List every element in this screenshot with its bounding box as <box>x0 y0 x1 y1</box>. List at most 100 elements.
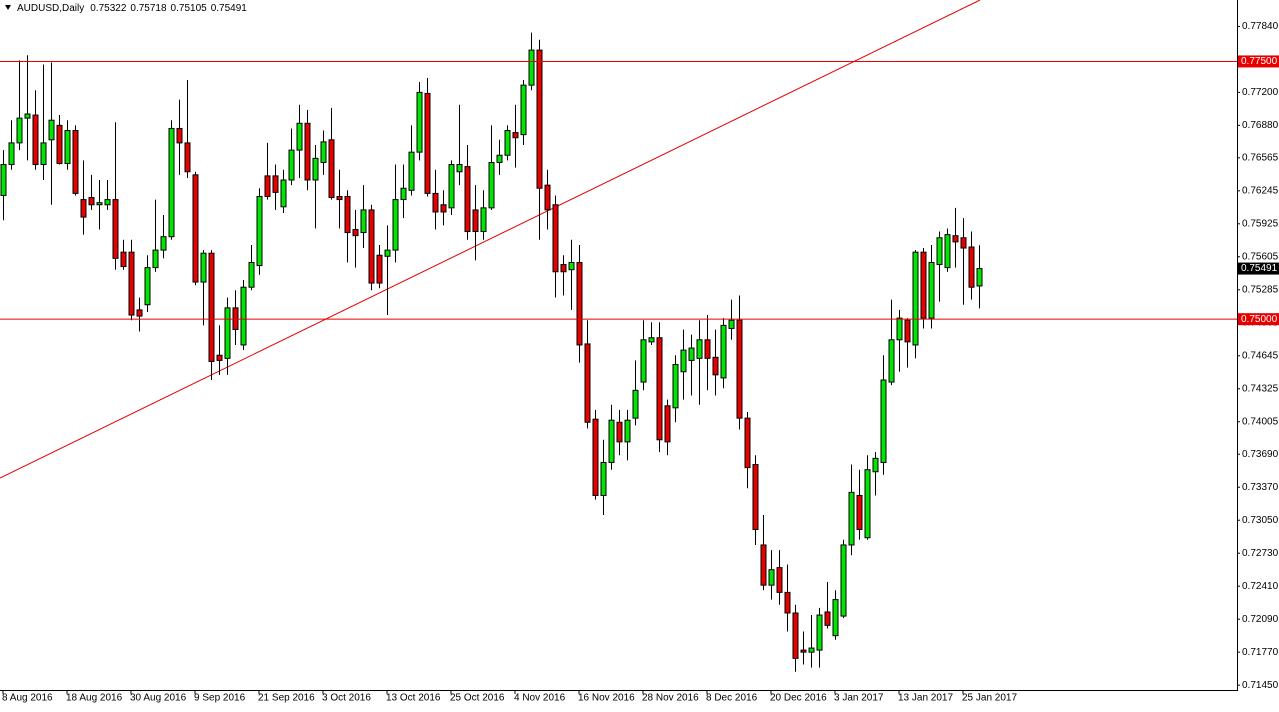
candle-body <box>176 127 183 144</box>
candle-body <box>776 567 783 593</box>
candle-body <box>824 611 831 626</box>
candle-body <box>464 166 471 233</box>
candle-body <box>592 418 599 496</box>
candle-body <box>400 187 407 201</box>
candle-body <box>24 113 31 119</box>
x-tick-label: 30 Aug 2016 <box>130 693 187 704</box>
candle-body <box>272 175 279 193</box>
candle-body <box>384 249 391 257</box>
candle-body <box>304 122 311 181</box>
hline-label: 0.77500 <box>1241 56 1278 67</box>
x-tick-label: 3 Oct 2016 <box>322 693 371 704</box>
candle-body <box>512 132 519 139</box>
candle-body <box>136 309 143 317</box>
candle-body <box>40 142 47 166</box>
candle-body <box>632 389 639 419</box>
candle-body <box>504 130 511 156</box>
candle-body <box>960 237 967 249</box>
candle-body <box>536 49 543 189</box>
x-tick-label: 8 Aug 2016 <box>2 693 53 704</box>
candle-body <box>16 117 23 144</box>
candle-body <box>872 457 879 473</box>
candle-body <box>56 124 63 165</box>
candle-body <box>120 251 127 268</box>
candle-body <box>152 249 159 269</box>
candle-body <box>544 184 551 211</box>
candle-body <box>392 199 399 251</box>
candle-body <box>320 141 327 163</box>
header-high: 0.75718 <box>130 3 167 14</box>
candle-body <box>936 237 943 266</box>
candle-body <box>496 154 503 163</box>
candle-body <box>96 202 103 206</box>
y-tick-label: 0.75285 <box>1242 284 1279 295</box>
candle-body <box>720 324 727 379</box>
candle-body <box>312 157 319 181</box>
candle-body <box>208 252 215 362</box>
candle-body <box>680 349 687 373</box>
candle-body <box>32 114 39 166</box>
candle-body <box>528 49 535 86</box>
candle-body <box>168 127 175 238</box>
candle-body <box>584 343 591 423</box>
candle-body <box>280 179 287 208</box>
candle-body <box>456 164 463 173</box>
chart-header: AUDUSD,Daily 0.75322 0.75718 0.75105 0.75491 <box>17 3 247 14</box>
y-tick-label: 0.77200 <box>1242 87 1279 98</box>
candle-body <box>408 151 415 191</box>
candle-body <box>800 649 807 653</box>
y-tick-label: 0.76565 <box>1242 152 1279 163</box>
candle-body <box>768 569 775 586</box>
candle-body <box>448 164 455 209</box>
x-tick-label: 21 Sep 2016 <box>258 693 315 704</box>
candle-body <box>8 142 15 166</box>
candle-body <box>80 199 87 218</box>
candle-body <box>192 174 199 283</box>
candle-body <box>968 246 975 288</box>
candle-body <box>424 92 431 194</box>
candle-body <box>568 261 575 271</box>
candle-body <box>752 464 759 530</box>
hline-label-box <box>1238 313 1279 326</box>
x-tick-label: 13 Jan 2017 <box>898 693 953 704</box>
candle-body <box>808 647 815 653</box>
header-close: 0.75491 <box>211 3 248 14</box>
candle-body <box>520 84 527 136</box>
x-tick-label: 18 Aug 2016 <box>66 693 123 704</box>
x-tick-label: 8 Dec 2016 <box>706 693 758 704</box>
candle-body <box>576 261 583 346</box>
candle-body <box>144 267 151 306</box>
trend-line <box>0 0 981 479</box>
x-tick-label: 16 Nov 2016 <box>578 693 635 704</box>
candle-body <box>912 251 919 346</box>
candle-body <box>728 319 735 329</box>
y-tick-label: 0.75925 <box>1242 218 1279 229</box>
candle-body <box>904 319 911 343</box>
hline-label: 0.75000 <box>1241 314 1278 325</box>
candle-body <box>328 139 335 199</box>
candle-body <box>360 209 367 234</box>
candle-body <box>744 417 751 469</box>
y-tick-label: 0.73050 <box>1242 515 1279 526</box>
x-tick-label: 4 Nov 2016 <box>514 693 566 704</box>
candle-body <box>472 209 479 233</box>
y-tick-label: 0.71450 <box>1242 680 1279 691</box>
candle-body <box>88 197 95 206</box>
y-tick-label: 0.72730 <box>1242 548 1279 559</box>
candle-body <box>736 319 743 419</box>
candle-body <box>432 192 439 213</box>
candle-body <box>368 209 375 284</box>
candle-body <box>248 261 255 288</box>
y-tick-label: 0.74325 <box>1242 383 1279 394</box>
candle-body <box>112 199 119 259</box>
candle-body <box>648 337 655 343</box>
candle-body <box>608 419 615 463</box>
y-tick-label: 0.74005 <box>1242 416 1279 427</box>
candle-body <box>0 164 7 196</box>
candle-body <box>216 354 223 361</box>
candle-body <box>64 130 71 165</box>
candle-body <box>560 264 567 273</box>
candle-body <box>296 122 303 151</box>
